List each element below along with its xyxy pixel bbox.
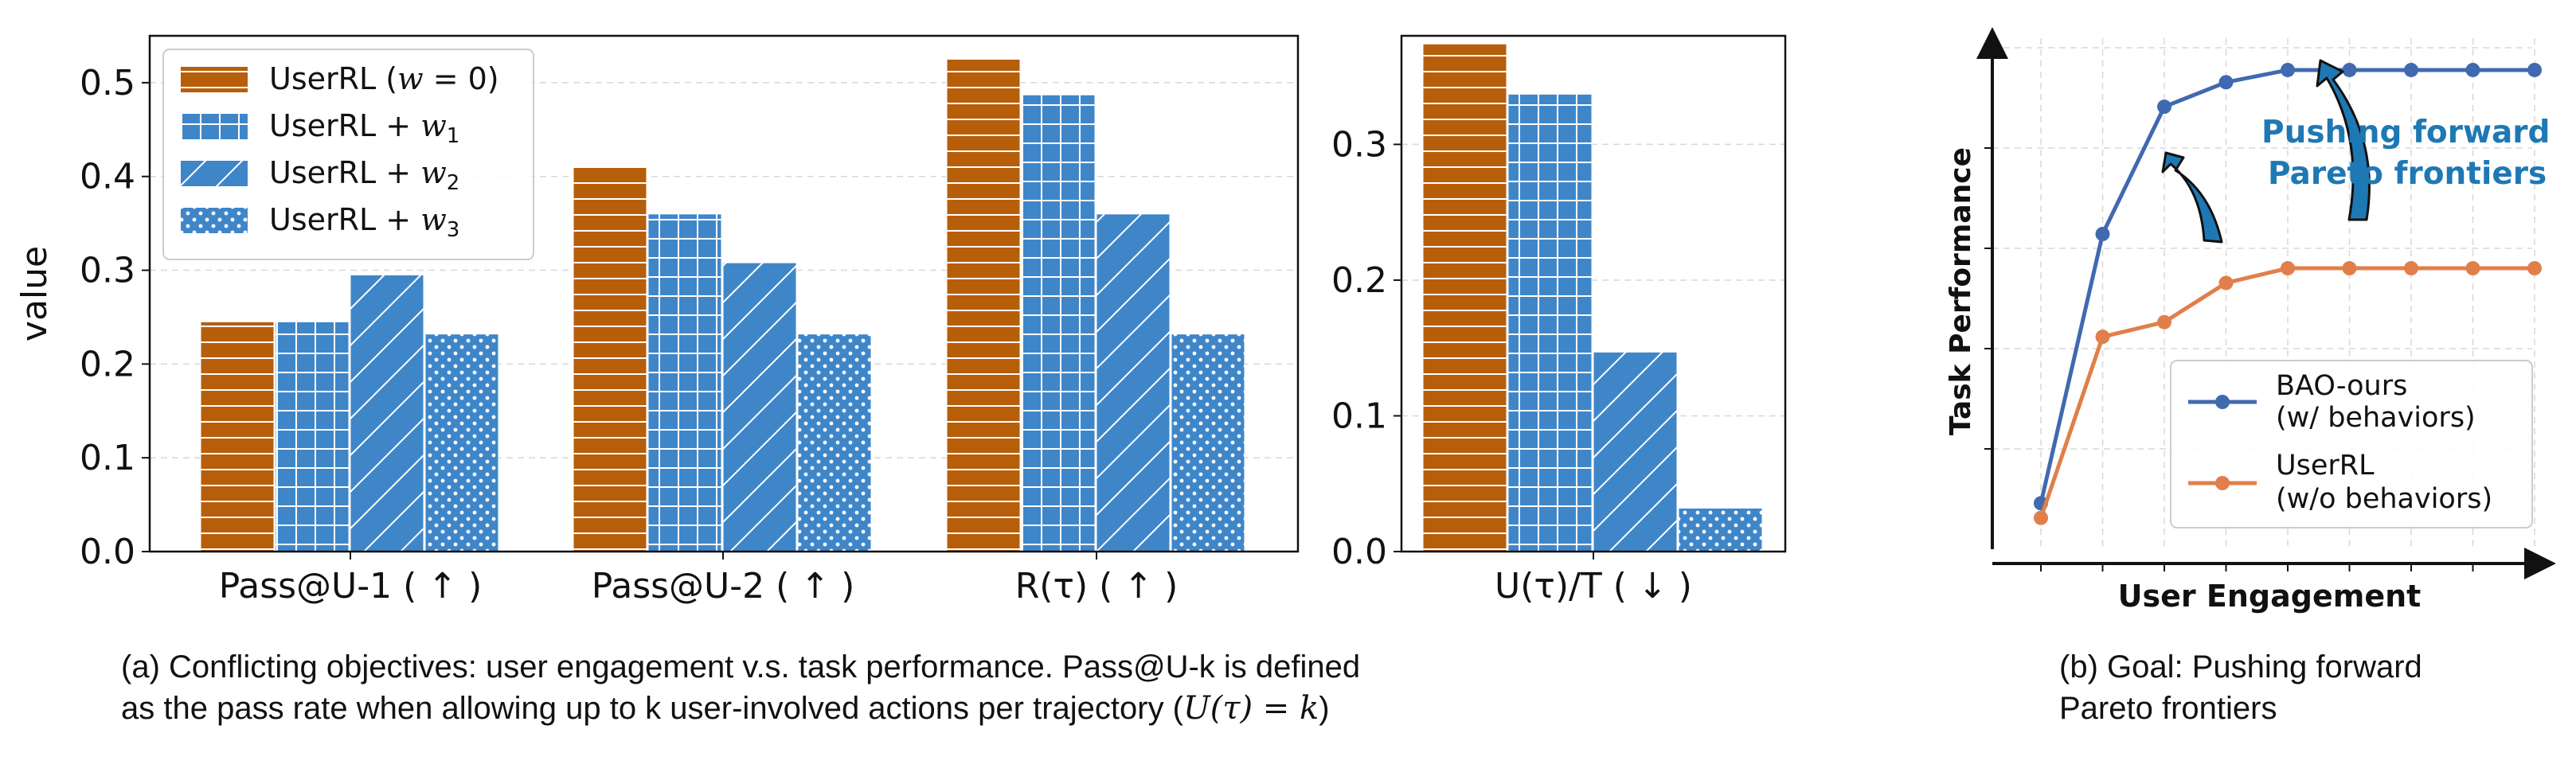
y-tick-label: 0.3 — [80, 251, 135, 291]
series-point-0-7 — [2465, 62, 2480, 77]
x-tick-label: R(τ) ( ↑ ) — [1015, 566, 1179, 606]
series-point-1-7 — [2465, 261, 2480, 276]
axis-ticks — [1984, 47, 2535, 571]
y-tick-label: 0.1 — [80, 438, 135, 478]
bar-ar-0-1 — [1507, 93, 1593, 552]
legend-swatch-w0 — [181, 67, 248, 92]
panel-a-left-chart: 0.00.10.20.30.40.5 Pass@U-1 ( ↑ ) Pass@U-… — [14, 34, 1300, 606]
caption-a: (a) Conflicting objectives: user engagem… — [121, 646, 1714, 729]
legend-swatch-w1 — [181, 114, 248, 139]
legend-label-userrl-2: (w/o behaviors) — [2276, 483, 2492, 515]
bars — [1422, 43, 1763, 552]
legend: UserRL (w = 0) UserRL + w1 UserRL + w2 U… — [162, 49, 534, 260]
series-point-1-1 — [2095, 330, 2110, 345]
x-tick-label: U(τ)/T ( ↓ ) — [1495, 566, 1692, 606]
series-point-1-3 — [2218, 275, 2234, 291]
legend: BAO-ours (w/ behaviors) UserRL (w/o beha… — [2170, 360, 2533, 528]
legend-label-bao-1: BAO-ours — [2276, 370, 2407, 402]
x-axis-label: User Engagement — [2118, 579, 2422, 614]
bar-ar-0-3 — [1678, 507, 1763, 552]
bar-al-0-3 — [424, 333, 499, 552]
y-tick-label: 0.0 — [80, 532, 135, 572]
y-axis-label: Task Performance — [1945, 147, 1977, 435]
y-tick-label: 0.4 — [80, 157, 135, 197]
series-point-0-2 — [2157, 99, 2171, 115]
legend-swatch-w3 — [181, 208, 248, 233]
bar-ar-0-0 — [1422, 43, 1507, 552]
bars — [200, 58, 1245, 552]
legend-swatch-w2 — [181, 161, 248, 186]
caption-b-line-2: Pareto frontiers — [2059, 691, 2277, 726]
series-lines — [2034, 62, 2542, 525]
y-axis-ticks: 0.0 0.1 0.2 0.3 0.4 0.5 — [80, 63, 150, 572]
bar-al-1-0 — [573, 166, 647, 552]
series-point-0-4 — [2281, 62, 2295, 77]
y-axis-ticks: 0.0 0.1 0.2 0.3 — [1331, 124, 1401, 572]
series-point-0-3 — [2218, 75, 2234, 90]
bar-al-2-2 — [1096, 213, 1171, 552]
legend-frame — [162, 49, 534, 260]
x-axis-ticks: Pass@U-1 ( ↑ ) Pass@U-2 ( ↑ ) R(τ) ( ↑ ) — [219, 552, 1179, 606]
bar-al-0-2 — [350, 274, 424, 552]
bar-al-2-3 — [1171, 333, 1245, 552]
series-point-0-5 — [2342, 62, 2357, 77]
y-tick-label: 0.2 — [80, 344, 135, 384]
y-tick-label: 0.0 — [1331, 532, 1387, 572]
bar-al-1-3 — [797, 333, 872, 552]
caption-b: (b) Goal: Pushing forward Pareto frontie… — [2059, 646, 2505, 729]
bar-ar-0-2 — [1593, 351, 1678, 552]
bar-al-0-0 — [200, 321, 275, 552]
series-point-1-6 — [2404, 261, 2418, 276]
y-axis-label: value — [14, 246, 55, 341]
x-tick-label: Pass@U-2 ( ↑ ) — [592, 566, 855, 606]
y-tick-label: 0.2 — [1331, 260, 1387, 301]
series-point-0-6 — [2404, 62, 2418, 77]
series-point-1-4 — [2281, 261, 2295, 276]
panel-a-right-chart: 0.0 0.1 0.2 0.3 U(τ)/T ( ↓ ) — [1331, 34, 1787, 606]
y-tick-label: 0.3 — [1331, 124, 1387, 165]
series-point-0-8 — [2527, 62, 2542, 77]
legend-marker-userrl — [2215, 476, 2230, 490]
series-point-1-2 — [2157, 314, 2171, 330]
panel-b-chart: Pushing forward Pareto frontiers BAO-our… — [1945, 27, 2556, 614]
series-point-1-0 — [2034, 510, 2048, 525]
x-tick-label: Pass@U-1 ( ↑ ) — [219, 566, 483, 606]
curved-arrow-right — [2316, 59, 2371, 221]
bar-al-1-1 — [647, 213, 722, 552]
legend-label-w2: UserRL + w2 — [269, 155, 459, 195]
legend-label-w3: UserRL + w3 — [269, 202, 459, 242]
curved-arrow-left — [2161, 151, 2223, 244]
y-tick-label: 0.1 — [1331, 396, 1387, 436]
annotation-line-2: Pareto frontiers — [2268, 156, 2547, 192]
series-point-0-1 — [2095, 227, 2110, 241]
x-axis-ticks: U(τ)/T ( ↓ ) — [1495, 552, 1692, 606]
series-point-1-5 — [2342, 261, 2357, 276]
pareto-annotation: Pushing forward Pareto frontiers — [2161, 59, 2550, 244]
caption-a-line-1: (a) Conflicting objectives: user engagem… — [121, 649, 1361, 684]
caption-b-line-1: (b) Goal: Pushing forward — [2059, 649, 2422, 684]
legend-label-w1: UserRL + w1 — [269, 108, 459, 148]
bar-al-2-1 — [1021, 94, 1096, 552]
bar-al-0-1 — [275, 321, 350, 552]
legend-label-bao-2: (w/ behaviors) — [2276, 402, 2476, 434]
series-point-1-8 — [2527, 261, 2542, 276]
caption-a-line-2: as the pass rate when allowing up to k u… — [121, 690, 1330, 727]
y-tick-label: 0.5 — [80, 63, 135, 103]
legend-frame — [2170, 360, 2533, 528]
legend-label-userrl-1: UserRL — [2276, 450, 2375, 482]
legend-marker-bao — [2215, 395, 2230, 409]
bar-al-2-0 — [946, 58, 1021, 552]
legend-label-w0: UserRL (w = 0) — [269, 61, 499, 96]
bar-al-1-2 — [722, 262, 797, 552]
annotation-line-1: Pushing forward — [2261, 115, 2550, 150]
